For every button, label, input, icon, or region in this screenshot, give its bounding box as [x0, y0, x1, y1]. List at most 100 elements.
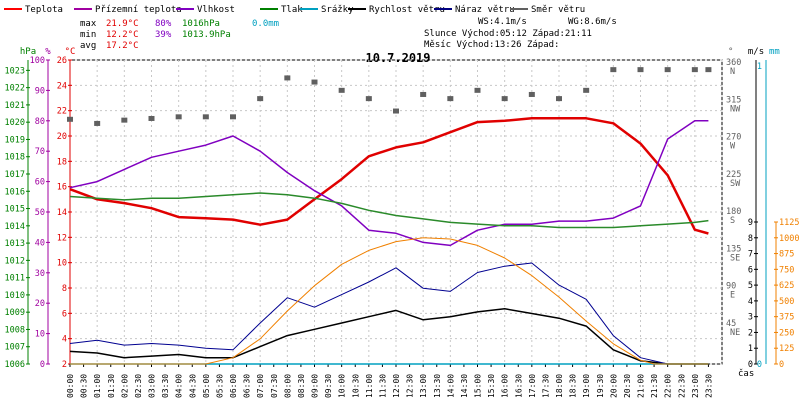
wind-direction-point: [230, 114, 236, 120]
dir-axis-tick-label: W: [730, 142, 736, 152]
legend-label: Teplota: [25, 5, 63, 15]
dir-axis-tick-label: 90: [726, 282, 736, 292]
x-tick-label: 05:00: [202, 374, 211, 398]
hpa-axis-tick-label: 1018: [5, 153, 25, 163]
stat-avg-temp: 17.2°C: [106, 41, 139, 51]
dir-axis-tick-label: SE: [730, 253, 740, 263]
degc-axis-tick-label: 24: [57, 81, 67, 91]
series-slune-n-z-en-: [70, 237, 709, 365]
wm2-axis-tick-label: 0: [779, 360, 784, 370]
degc-axis-label: °C: [65, 47, 76, 57]
wind-direction-point: [420, 91, 427, 97]
legend-label: Směr větru: [531, 5, 585, 15]
wind-direction-point: [121, 117, 128, 123]
x-tick-label: 15:30: [487, 374, 496, 398]
x-tick-label: 19:30: [596, 374, 605, 398]
pct-axis-tick-label: 80: [35, 117, 45, 127]
dir-axis-tick-label: E: [730, 291, 735, 301]
x-tick-label: 08:00: [283, 374, 292, 398]
x-tick-label: 04:30: [188, 374, 197, 398]
wind-direction-point: [501, 96, 508, 102]
stats-block: max 21.9°C 80% 1016hPa 0.0mm min 12.2°C …: [80, 17, 617, 51]
degc-axis-tick-label: 14: [57, 208, 67, 218]
dir-axis-label: °: [728, 47, 733, 57]
pct-axis-tick-label: 30: [35, 269, 45, 279]
x-tick-label: 07:30: [270, 374, 279, 398]
wm2-axis-tick-label: 875: [779, 250, 794, 260]
stat-moon: Měsíc Východ:13:26 Západ:: [424, 40, 559, 50]
ms-axis-tick-label: 3: [748, 313, 753, 323]
wm2-axis-tick-label: 1125: [779, 218, 799, 228]
wind-direction-point: [474, 87, 481, 93]
x-tick-label: 03:30: [161, 374, 170, 398]
x-tick-label: 08:30: [297, 374, 306, 398]
dir-axis-tick-label: N: [730, 67, 735, 77]
plot-area: [67, 67, 712, 365]
legend-label: Přízemní teplota: [95, 5, 182, 15]
series-n-raz-v-tru: [69, 262, 709, 365]
hpa-axis-tick-label: 1023: [5, 66, 25, 76]
x-tick-label: 21:00: [637, 374, 646, 398]
wm2-axis-tick-label: 1000: [779, 234, 799, 244]
degc-axis-tick-label: 4: [62, 335, 67, 345]
hpa-axis-tick-label: 1020: [5, 118, 25, 128]
pct-axis-tick-label: 20: [35, 299, 45, 309]
hpa-axis-label: hPa: [20, 47, 36, 57]
axes: hPa1006100710081009101010111012101310141…: [5, 47, 800, 398]
ms-axis-tick-label: 4: [748, 297, 753, 307]
x-tick-label: 20:30: [623, 374, 632, 398]
dir-axis-tick-label: NE: [730, 328, 740, 338]
pct-axis-tick-label: 10: [35, 330, 45, 340]
x-tick-label: 14:30: [460, 374, 469, 398]
x-tick-label: 06:00: [229, 374, 238, 398]
wind-direction-point: [556, 96, 562, 102]
hpa-axis-tick-label: 1021: [5, 101, 25, 111]
pct-axis-tick-label: 50: [35, 208, 45, 218]
wind-direction-point: [705, 67, 712, 73]
hpa-axis-tick-label: 1017: [5, 170, 25, 180]
wind-direction-point: [583, 87, 590, 93]
dir-axis-tick-label: 45: [726, 319, 736, 329]
x-tick-label: 13:00: [419, 374, 428, 398]
wind-direction-point: [365, 96, 372, 102]
wind-direction-point: [610, 67, 617, 73]
mm-axis-label: mm: [769, 47, 780, 57]
ms-axis-tick-label: 7: [748, 250, 753, 260]
ms-axis-tick-label: 1: [748, 344, 753, 354]
wind-direction-point: [691, 67, 698, 73]
stat-max-temp: 21.9°C: [106, 19, 139, 29]
degc-axis-tick-label: 2: [62, 360, 67, 370]
degc-axis-tick-label: 18: [57, 157, 67, 167]
wind-direction-point: [637, 67, 644, 73]
wm2-axis-tick-label: 250: [779, 328, 794, 338]
hpa-axis-tick-label: 1008: [5, 325, 25, 335]
dir-axis-tick-label: 180: [726, 207, 741, 217]
ms-axis-tick-label: 5: [748, 281, 753, 291]
pct-axis-label: %: [45, 47, 51, 57]
x-tick-label: 04:00: [175, 374, 184, 398]
x-tick-label: 22:30: [677, 374, 686, 398]
dir-axis-tick-label: 135: [726, 244, 741, 254]
x-tick-label: 13:30: [433, 374, 442, 398]
legend-label: Srážky: [321, 5, 354, 15]
x-tick-label: 10:00: [338, 374, 347, 398]
wind-direction-point: [257, 96, 264, 102]
legend-label: Tlak: [281, 5, 303, 15]
x-tick-label: 09:00: [311, 374, 320, 398]
degc-axis-tick-label: 12: [57, 233, 67, 243]
x-tick-label: 06:30: [243, 374, 252, 398]
stat-avg-label: avg: [80, 41, 96, 51]
stat-wg: WG:8.6m/s: [568, 17, 617, 27]
x-tick-label: 00:30: [80, 374, 89, 398]
stat-min-hum: 39%: [155, 30, 172, 40]
x-tick-label: 12:30: [406, 374, 415, 398]
x-tick-label: 17:00: [528, 374, 537, 398]
wind-direction-point: [447, 96, 454, 102]
dir-axis-tick-label: S: [730, 216, 735, 226]
wm2-axis-tick-label: 500: [779, 297, 794, 307]
stat-min-press: 1013.9hPa: [182, 30, 231, 40]
pct-axis-tick-label: 70: [35, 147, 45, 157]
mm-axis-tick-label: 1: [757, 62, 762, 72]
x-tick-label: 17:30: [541, 374, 550, 398]
